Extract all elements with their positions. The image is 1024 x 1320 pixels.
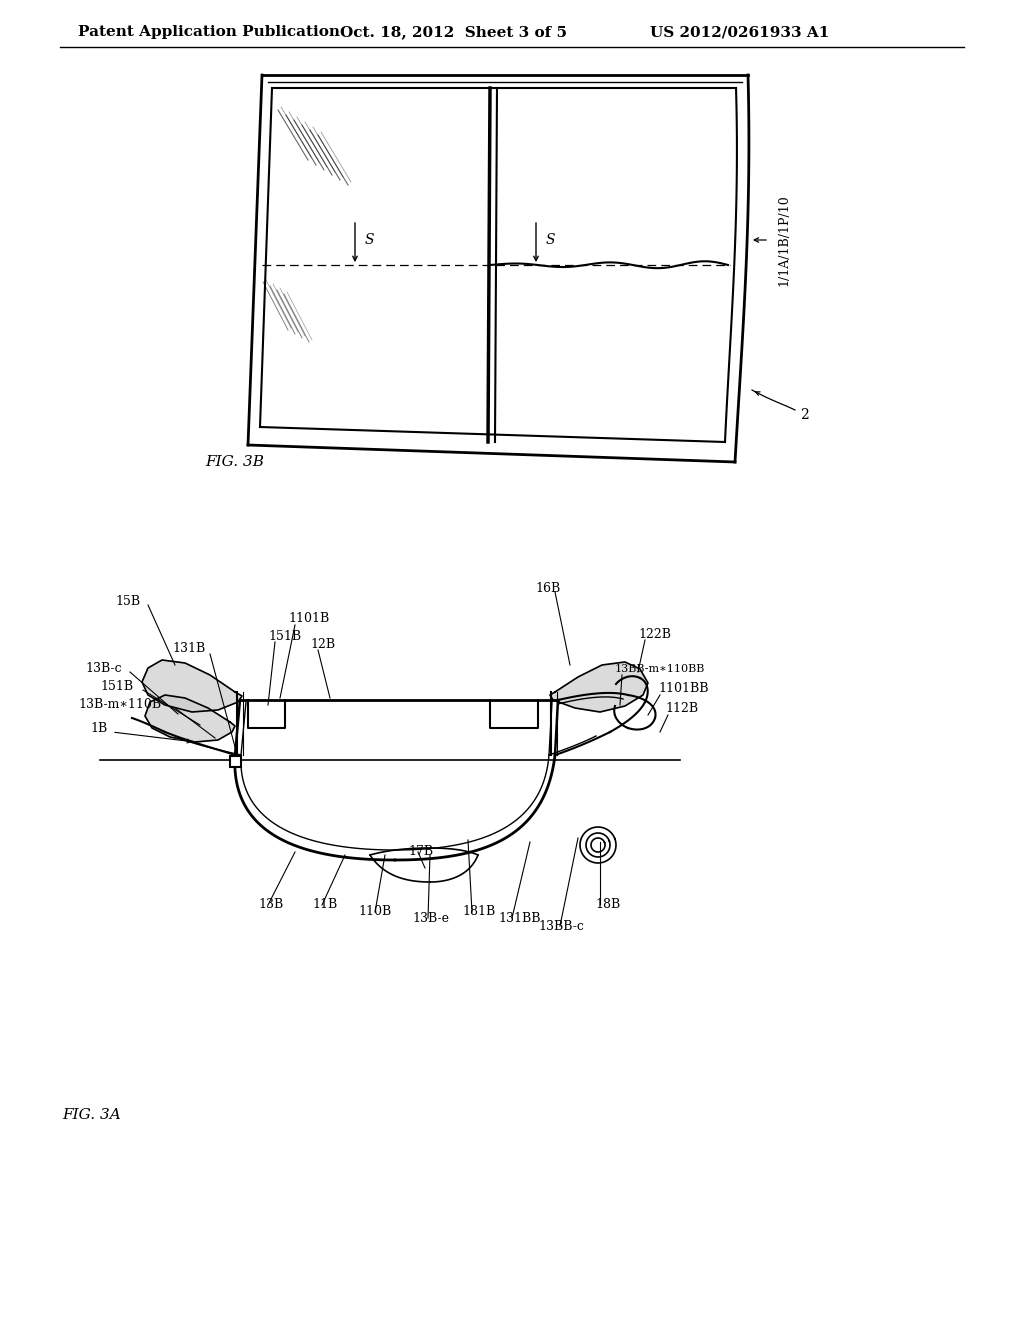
Text: FIG. 3A: FIG. 3A xyxy=(62,1107,121,1122)
Text: 131B: 131B xyxy=(172,642,205,655)
Bar xyxy=(230,756,241,767)
Text: 112B: 112B xyxy=(665,702,698,715)
Text: US 2012/0261933 A1: US 2012/0261933 A1 xyxy=(650,25,829,40)
Text: FIG. 3B: FIG. 3B xyxy=(205,455,264,469)
Polygon shape xyxy=(145,696,234,742)
Text: 181B: 181B xyxy=(462,906,496,917)
Text: 13BB-c: 13BB-c xyxy=(538,920,584,933)
Text: S: S xyxy=(365,234,375,247)
Text: 17B: 17B xyxy=(408,845,433,858)
Text: 15B: 15B xyxy=(115,595,140,609)
Text: Oct. 18, 2012  Sheet 3 of 5: Oct. 18, 2012 Sheet 3 of 5 xyxy=(340,25,567,40)
Text: 13B-e: 13B-e xyxy=(412,912,449,925)
Text: 16B: 16B xyxy=(535,582,560,595)
Text: 13B-m∗110B: 13B-m∗110B xyxy=(78,698,161,711)
Text: 18B: 18B xyxy=(595,898,621,911)
Text: 1B: 1B xyxy=(90,722,108,735)
Text: 122B: 122B xyxy=(638,628,671,642)
Text: 110B: 110B xyxy=(358,906,391,917)
Text: 2: 2 xyxy=(800,408,809,422)
Polygon shape xyxy=(550,663,648,711)
Text: 11B: 11B xyxy=(312,898,337,911)
Text: 1101BB: 1101BB xyxy=(658,682,709,696)
Polygon shape xyxy=(142,660,242,711)
Text: 151B: 151B xyxy=(100,680,133,693)
Text: 1101B: 1101B xyxy=(288,612,330,624)
Text: 13BB-m∗110BB: 13BB-m∗110BB xyxy=(615,664,706,675)
Text: 13B-c: 13B-c xyxy=(85,663,122,675)
Text: Patent Application Publication: Patent Application Publication xyxy=(78,25,340,40)
Text: 151B: 151B xyxy=(268,630,301,643)
Text: 1/1A/1B/1P/10: 1/1A/1B/1P/10 xyxy=(777,194,791,286)
Text: 131BB: 131BB xyxy=(498,912,541,925)
Text: 12B: 12B xyxy=(310,638,335,651)
Text: S: S xyxy=(546,234,555,247)
Text: 13B: 13B xyxy=(258,898,284,911)
